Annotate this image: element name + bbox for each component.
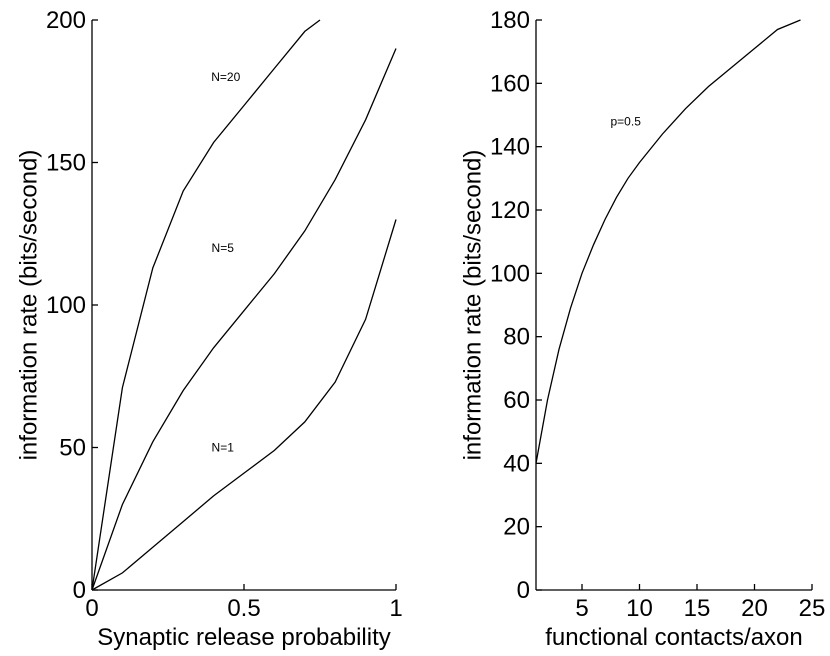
right-y-tick-label: 40 — [503, 450, 530, 477]
left-series-line-2 — [91, 219, 397, 591]
right-y-tick-label: 160 — [490, 70, 530, 97]
right-y-tick-label: 0 — [517, 577, 530, 604]
right-y-tick-label: 60 — [503, 387, 530, 414]
left-y-axis-label: information rate (bits/second) — [15, 150, 42, 461]
right-x-axis-label: functional contacts/axon — [545, 624, 803, 651]
left-series-line-0 — [91, 19, 321, 591]
right-x-tick-label: 10 — [626, 595, 653, 622]
right-y-tick-label: 180 — [490, 7, 530, 34]
right-x-tick-label: 20 — [741, 595, 768, 622]
left-x-tick-label: 0.5 — [227, 595, 260, 622]
right-y-tick-label: 140 — [490, 134, 530, 161]
left-tick-labels: 0 50 100 150 200 0 0.5 1 — [46, 7, 403, 622]
right-axes — [535, 19, 813, 591]
right-y-axis-label: information rate (bits/second) — [459, 150, 486, 461]
left-y-tick-label: 0 — [73, 577, 86, 604]
left-chart: 0 50 100 150 200 0 0.5 1 N=20 N=5 N=1 Synaptic re… — [15, 7, 402, 651]
right-y-tick-label: 80 — [503, 324, 530, 351]
left-y-tick-label: 100 — [46, 292, 86, 319]
left-y-tick-label: 200 — [46, 7, 86, 34]
left-series-labels: N=20 N=5 N=1 — [211, 70, 240, 455]
left-x-axis-label: Synaptic release probability — [97, 624, 391, 651]
right-y-tick-label: 20 — [503, 514, 530, 541]
left-y-tick-label: 50 — [59, 435, 86, 462]
right-series-label-0: p=0.5 — [611, 114, 642, 128]
right-x-tick-label: 15 — [684, 595, 711, 622]
right-x-tick-label: 25 — [799, 595, 826, 622]
left-series-label-2: N=1 — [212, 441, 235, 455]
left-curves — [91, 19, 397, 591]
left-x-tick-label: 1 — [389, 595, 402, 622]
left-series-line-1 — [91, 48, 397, 591]
right-series-line-0 — [535, 19, 801, 464]
right-y-tick-label: 120 — [490, 197, 530, 224]
right-curves — [535, 19, 801, 464]
right-x-tick-label: 5 — [575, 595, 588, 622]
left-series-label-0: N=20 — [211, 70, 240, 84]
left-axes — [91, 19, 397, 591]
left-series-label-1: N=5 — [212, 241, 235, 255]
right-y-tick-label: 100 — [490, 260, 530, 287]
left-y-tick-label: 150 — [46, 150, 86, 177]
right-tick-labels: 0 20 40 60 80 100 120 140 160 180 5 10 15 20 25 — [490, 7, 825, 622]
right-series-labels: p=0.5 — [611, 114, 642, 128]
left-x-tick-label: 0 — [85, 595, 98, 622]
